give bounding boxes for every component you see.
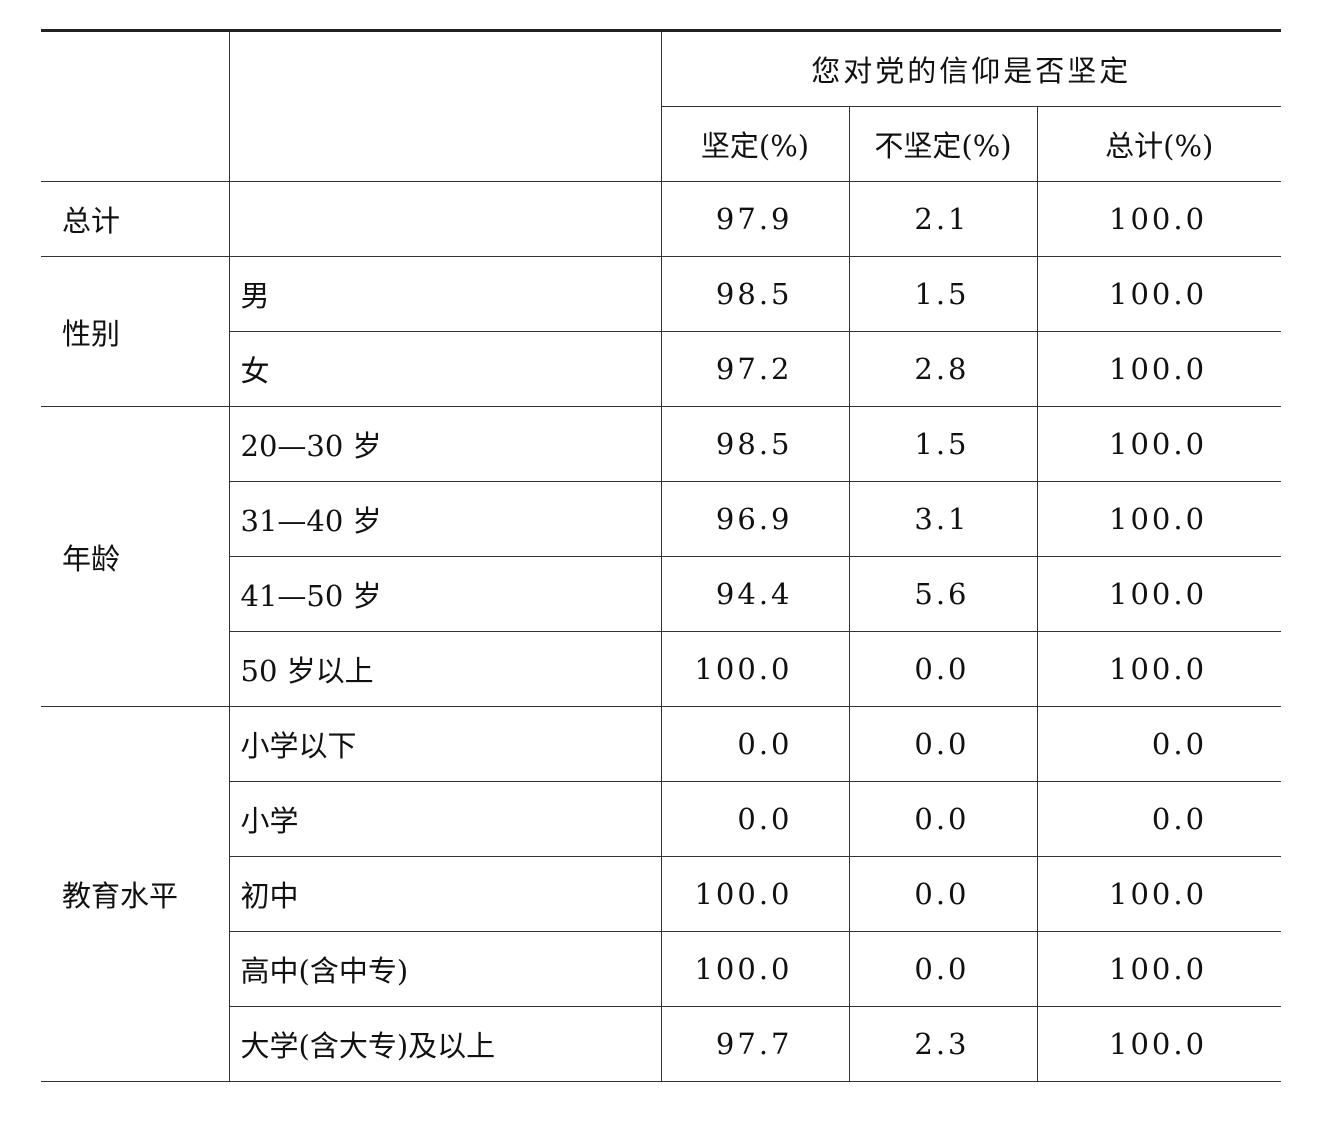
row-label: 31—40 岁 — [228, 481, 661, 557]
cell-not-firm: 0.0 — [848, 781, 1037, 857]
cell-not-firm: 0.0 — [848, 931, 1037, 1007]
row-label: 小学以下 — [228, 706, 661, 782]
cell-total: 100.0 — [1036, 631, 1282, 707]
row-label: 初中 — [228, 856, 661, 932]
cell-firm: 94.4 — [660, 556, 849, 632]
cell-not-firm: 0.0 — [848, 856, 1037, 932]
table-row: 女 97.2 2.8 100.0 — [41, 331, 1282, 407]
row-label: 高中(含中专) — [228, 931, 661, 1007]
header-blank-1 — [41, 29, 229, 182]
total-row: 总计 97.9 2.1 100.0 — [41, 181, 1282, 257]
cell-total: 0.0 — [1036, 781, 1282, 857]
cell-not-firm: 1.5 — [848, 256, 1037, 332]
table-row: 小学 0.0 0.0 0.0 — [41, 781, 1282, 857]
cell-firm: 100.0 — [660, 931, 849, 1007]
group-label: 教育水平 — [41, 706, 229, 1082]
table-row: 31—40 岁 96.9 3.1 100.0 — [41, 481, 1282, 557]
row-label: 50 岁以上 — [228, 631, 661, 707]
cell-firm: 100.0 — [660, 631, 849, 707]
row-label: 41—50 岁 — [228, 556, 661, 632]
table-row: 50 岁以上 100.0 0.0 100.0 — [41, 631, 1282, 707]
table-row: 性别男 98.5 1.5 100.0 — [41, 256, 1282, 407]
table-row: 高中(含中专) 100.0 0.0 100.0 — [41, 931, 1282, 1007]
cell-firm: 96.9 — [660, 481, 849, 557]
cell-total: 100.0 — [1036, 1006, 1282, 1082]
total-sublabel — [228, 181, 661, 257]
cell-total: 100.0 — [1036, 256, 1282, 332]
cell-total: 100.0 — [1036, 406, 1282, 482]
cell-firm: 0.0 — [660, 781, 849, 857]
cell-total: 100.0 — [1036, 481, 1282, 557]
cell-not-firm: 0.0 — [848, 706, 1037, 782]
cell-total: 100.0 — [1036, 856, 1282, 932]
table-row: 大学(含大专)及以上 97.7 2.3 100.0 — [41, 1006, 1282, 1082]
cell-total: 0.0 — [1036, 706, 1282, 782]
column-header-firm: 坚定(%) — [660, 106, 849, 182]
cell-not-firm: 2.1 — [848, 181, 1037, 257]
cell-total: 100.0 — [1036, 181, 1282, 257]
column-header-total: 总计(%) — [1036, 106, 1282, 182]
table-row: 41—50 岁 94.4 5.6 100.0 — [41, 556, 1282, 632]
cell-firm: 97.7 — [660, 1006, 849, 1082]
group-label: 年龄 — [41, 406, 229, 707]
table-row: 初中 100.0 0.0 100.0 — [41, 856, 1282, 932]
header-row-1: 您对党的信仰是否坚定 — [41, 29, 1282, 182]
row-label: 20—30 岁 — [228, 406, 661, 482]
question-header: 您对党的信仰是否坚定 — [660, 29, 1282, 107]
header-row-2: 坚定(%) 不坚定(%) 总计(%) — [41, 106, 1282, 182]
cell-total: 100.0 — [1036, 331, 1282, 407]
cell-firm: 100.0 — [660, 856, 849, 932]
header-blank-2 — [228, 29, 661, 182]
table-row: 年龄 20—30 岁 98.5 1.5 100.0 — [41, 406, 1282, 707]
cell-not-firm: 5.6 — [848, 556, 1037, 632]
cell-firm: 0.0 — [660, 706, 849, 782]
column-header-not-firm: 不坚定(%) — [848, 106, 1037, 182]
cell-total: 100.0 — [1036, 556, 1282, 632]
row-label: 大学(含大专)及以上 — [228, 1006, 661, 1082]
cell-firm: 98.5 — [660, 406, 849, 482]
cell-total: 100.0 — [1036, 931, 1282, 1007]
cell-firm: 97.2 — [660, 331, 849, 407]
cell-not-firm: 0.0 — [848, 631, 1037, 707]
row-label: 小学 — [228, 781, 661, 857]
total-label: 总计 — [41, 181, 229, 257]
row-label: 男 — [228, 256, 661, 332]
cell-firm: 97.9 — [660, 181, 849, 257]
row-label: 女 — [228, 331, 661, 407]
cell-not-firm: 2.3 — [848, 1006, 1037, 1082]
cell-firm: 98.5 — [660, 256, 849, 332]
cell-not-firm: 2.8 — [848, 331, 1037, 407]
cell-not-firm: 3.1 — [848, 481, 1037, 557]
table-row: 教育水平 小学以下 0.0 0.0 0.0 — [41, 706, 1282, 1082]
group-label: 性别 — [41, 256, 229, 407]
survey-table: 您对党的信仰是否坚定 坚定(%) 不坚定(%) 总计(%) 总计 97.9 2.… — [41, 29, 1282, 1082]
cell-not-firm: 1.5 — [848, 406, 1037, 482]
